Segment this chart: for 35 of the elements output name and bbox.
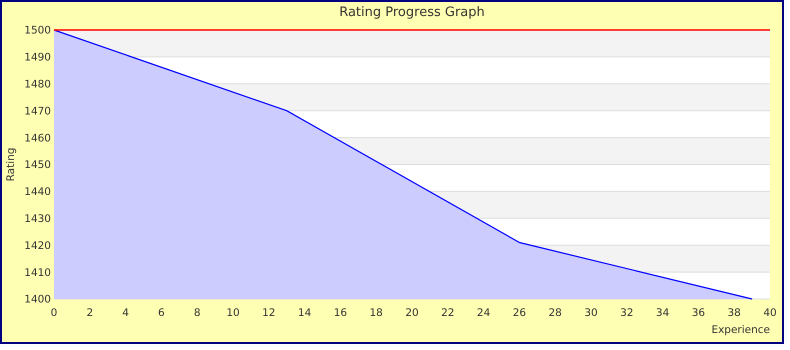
- y-tick-label: 1490: [24, 52, 51, 64]
- y-tick-label: 1400: [24, 294, 51, 306]
- x-tick-label: 14: [298, 307, 312, 319]
- x-tick-label: 2: [86, 307, 94, 319]
- x-tick-label: 10: [226, 307, 240, 319]
- x-tick-label: 32: [620, 307, 634, 319]
- x-tick-label: 38: [728, 307, 741, 319]
- x-tick-label: 4: [122, 307, 130, 319]
- y-tick-label: 1500: [24, 24, 51, 37]
- y-axis-title: Rating: [5, 148, 17, 182]
- x-tick-label: 36: [692, 307, 706, 319]
- x-tick-label: 8: [194, 307, 201, 319]
- x-axis-title: Experience: [711, 324, 770, 336]
- x-tick-label: 0: [50, 307, 58, 319]
- chart-title: Rating Progress Graph: [339, 5, 485, 20]
- y-tick-label: 1470: [24, 105, 51, 118]
- x-tick-label: 12: [262, 307, 276, 319]
- y-tick-label: 1420: [24, 240, 51, 252]
- x-tick-label: 18: [370, 307, 383, 319]
- y-tick-label: 1460: [24, 132, 51, 144]
- y-tick-label: 1430: [24, 212, 51, 225]
- x-tick-label: 40: [763, 307, 777, 319]
- x-tick-label: 16: [334, 307, 348, 319]
- x-tick-label: 24: [476, 307, 491, 319]
- y-tick-label: 1450: [24, 159, 51, 172]
- y-tick-label: 1410: [24, 266, 51, 279]
- x-tick-label: 28: [548, 307, 562, 319]
- x-tick-label: 30: [584, 307, 598, 319]
- x-tick-label: 26: [512, 307, 526, 319]
- y-tick-label: 1440: [24, 186, 51, 198]
- x-tick-label: 6: [158, 307, 166, 319]
- y-tick-label: 1480: [24, 78, 51, 90]
- x-tick-label: 20: [405, 307, 419, 319]
- x-tick-label: 34: [656, 307, 670, 319]
- x-tick-label: 22: [441, 307, 454, 319]
